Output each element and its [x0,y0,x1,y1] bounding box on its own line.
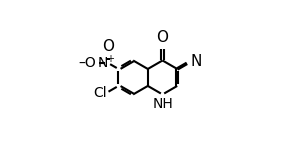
Text: N: N [190,54,202,69]
Text: Cl: Cl [93,86,107,100]
Text: O: O [102,39,114,54]
Text: –O: –O [79,56,96,70]
Text: N: N [98,56,108,70]
Text: NH: NH [152,97,173,111]
Text: +: + [106,54,114,64]
Text: O: O [157,30,168,45]
